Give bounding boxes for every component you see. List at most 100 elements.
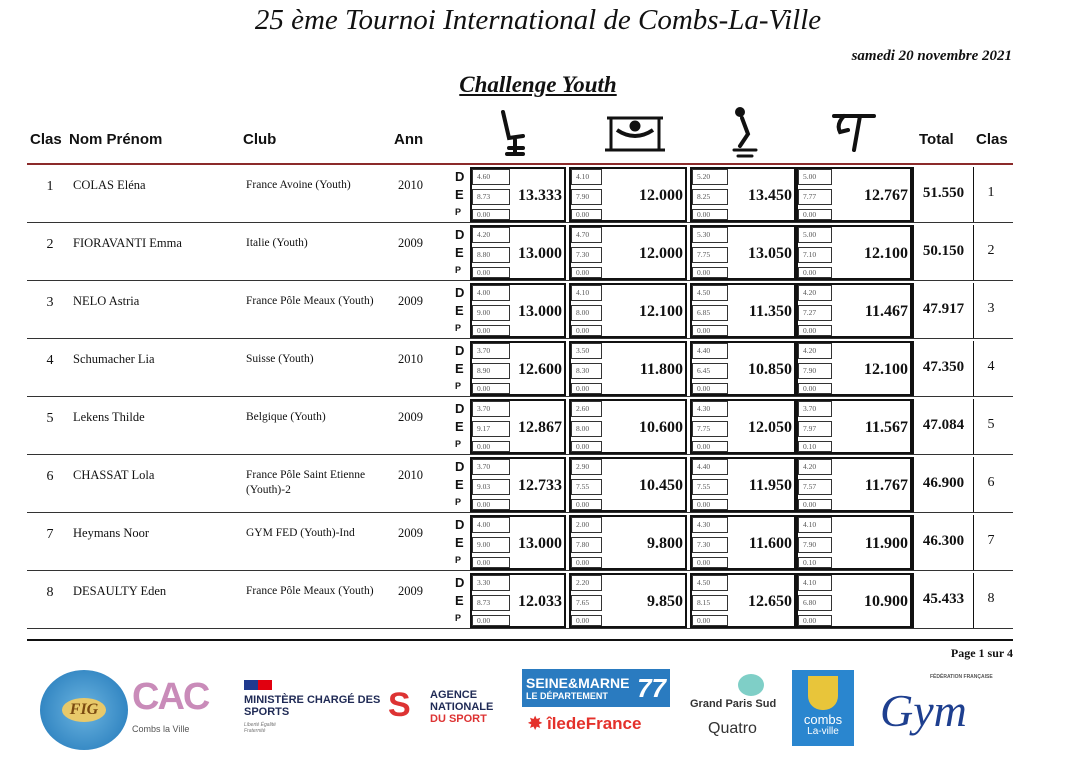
apparatus-cell: 3.70 9.03 0.00 12.733 — [470, 457, 566, 512]
p-score: 0.00 — [571, 615, 602, 626]
apparatus-cell: 4.40 7.55 0.00 11.950 — [690, 457, 796, 512]
header-rule — [27, 163, 1013, 165]
rank: 1 — [46, 179, 54, 194]
birth-year: 2010 — [398, 352, 423, 366]
club: France Pôle Saint Etienne (Youth)-2 — [246, 469, 366, 496]
total-score: 46.900 — [912, 457, 974, 512]
sub-scores: 5.00 7.10 0.00 — [798, 227, 832, 278]
d-score: 4.50 — [692, 575, 728, 591]
d-score: 5.30 — [692, 227, 728, 243]
ffg-sub: FÉDÉRATION FRANÇAISE — [930, 674, 993, 680]
apparatus-cell: 4.10 8.00 0.00 12.100 — [569, 283, 687, 338]
floor-icon — [832, 114, 876, 152]
ans-s-icon: S — [388, 686, 411, 724]
score-letter-d: D — [455, 343, 465, 358]
d-score: 4.60 — [472, 169, 510, 185]
e-score: 8.15 — [692, 595, 728, 611]
e-score: 6.45 — [692, 363, 728, 379]
gymnast-name: Heymans Noor — [73, 526, 150, 540]
sub-scores: 4.60 8.73 0.00 — [472, 169, 510, 220]
birth-year: 2009 — [398, 584, 423, 598]
gps-circle-icon — [738, 674, 764, 696]
sub-scores: 4.50 8.15 0.00 — [692, 575, 728, 626]
apparatus-score: 10.850 — [748, 361, 792, 378]
apparatus-cell: 4.70 7.30 0.00 12.000 — [569, 225, 687, 280]
club: France Pôle Meaux (Youth) — [246, 585, 374, 597]
sub-scores: 2.60 8.00 0.00 — [571, 401, 602, 452]
rank: 7 — [46, 527, 54, 542]
apparatus-cell: 4.50 8.15 0.00 12.650 — [690, 573, 796, 628]
e-score: 7.75 — [692, 247, 728, 263]
uneven-bars-icon — [605, 116, 665, 152]
e-score: 7.30 — [571, 247, 602, 263]
d-score: 2.00 — [571, 517, 602, 533]
apparatus-cell: 4.30 7.30 0.00 11.600 — [690, 515, 796, 570]
p-score: 0.00 — [798, 615, 832, 626]
col-header-year: Ann — [394, 131, 424, 148]
table-row: 8 DESAULTY Eden France Pôle Meaux (Youth) 2… — [0, 571, 1076, 629]
d-score: 4.00 — [472, 285, 510, 301]
apparatus-score: 11.350 — [748, 303, 792, 320]
table-row: 2 FIORAVANTI Emma Italie (Youth) 2009 D E P 4.2… — [0, 223, 1076, 281]
sub-scores: 2.20 7.65 0.00 — [571, 575, 602, 626]
apparatus-cell: 2.60 8.00 0.00 10.600 — [569, 399, 687, 454]
score-letter-d: D — [455, 575, 465, 590]
score-letter-e: E — [455, 477, 464, 492]
total-score: 47.084 — [912, 399, 974, 454]
apparatus-score: 13.333 — [518, 187, 562, 204]
apparatus-score: 9.850 — [647, 593, 683, 610]
sub-scores: 3.70 9.17 0.00 — [472, 401, 510, 452]
gymnast-name: CHASSAT Lola — [73, 468, 155, 482]
d-score: 3.30 — [472, 575, 510, 591]
p-score: 0.00 — [472, 209, 510, 220]
apparatus-score: 12.733 — [518, 477, 562, 494]
p-score: 0.00 — [571, 267, 602, 278]
idf-text: îledeFrance — [546, 714, 642, 733]
p-score: 0.00 — [472, 325, 510, 336]
sub-scores: 3.30 8.73 0.00 — [472, 575, 510, 626]
row-divider — [27, 627, 1013, 629]
row-divider — [27, 453, 1013, 455]
apparatus-score: 9.800 — [647, 535, 683, 552]
sub-scores: 4.30 7.30 0.00 — [692, 517, 728, 568]
fig-logo: FIG — [40, 670, 128, 750]
e-score: 8.80 — [472, 247, 510, 263]
category-title: Challenge Youth — [0, 72, 1076, 98]
e-score: 6.80 — [798, 595, 832, 611]
p-score: 0.00 — [571, 209, 602, 220]
sub-scores: 4.30 7.75 0.00 — [692, 401, 728, 452]
ffg-logo: Gym — [880, 685, 967, 736]
table-row: 5 Lekens Thilde Belgique (Youth) 2009 D E P 3.7… — [0, 397, 1076, 455]
apparatus-cell: 2.00 7.80 0.00 9.800 — [569, 515, 687, 570]
birth-year: 2010 — [398, 468, 423, 482]
p-score: 0.00 — [692, 209, 728, 220]
apparatus-score: 12.600 — [518, 361, 562, 378]
club: GYM FED (Youth)-Ind — [246, 527, 355, 539]
p-score: 0.00 — [692, 441, 728, 452]
rank-right: 1 — [987, 185, 995, 200]
total-score: 47.917 — [912, 283, 974, 338]
ministry-logo: MINISTÈRE CHARGÉ DES SPORTS — [244, 694, 381, 718]
p-score: 0.00 — [692, 499, 728, 510]
rank: 2 — [46, 237, 54, 252]
e-score: 7.65 — [571, 595, 602, 611]
e-score: 8.30 — [571, 363, 602, 379]
d-score: 2.20 — [571, 575, 602, 591]
combs-line1: combs — [803, 712, 843, 727]
p-score: 0.00 — [472, 615, 510, 626]
d-score: 4.20 — [798, 459, 832, 475]
rank-right: 2 — [987, 243, 995, 258]
col-header-rank: Clas — [30, 131, 62, 148]
d-score: 4.20 — [472, 227, 510, 243]
p-score: 0.00 — [571, 325, 602, 336]
score-letter-p: P — [455, 265, 462, 275]
apparatus-score: 11.767 — [864, 477, 908, 494]
combs-logo: combs La-ville — [792, 670, 854, 746]
sub-scores: 3.70 9.03 0.00 — [472, 459, 510, 510]
score-letter-e: E — [455, 419, 464, 434]
row-divider — [27, 221, 1013, 223]
sub-scores: 4.40 7.55 0.00 — [692, 459, 728, 510]
total-score: 50.150 — [912, 225, 974, 280]
p-score: 0.10 — [798, 557, 832, 568]
apparatus-cell: 3.70 9.17 0.00 12.867 — [470, 399, 566, 454]
